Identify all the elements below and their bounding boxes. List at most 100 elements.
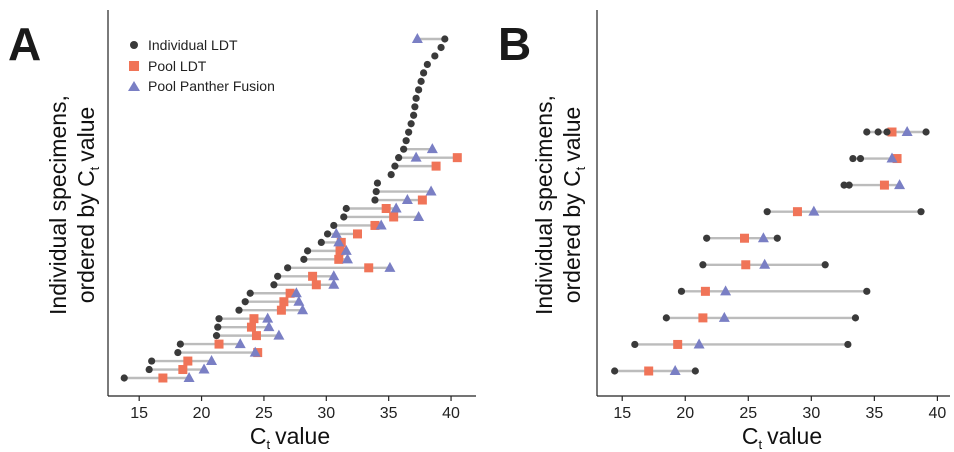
panel-a-pool-ldt-point <box>334 254 344 264</box>
panel-b-individual-point <box>851 314 860 322</box>
panel-a-individual-point <box>412 94 420 102</box>
panel-b-pool-pf-point <box>759 258 771 269</box>
panel-a-individual-point <box>120 374 128 382</box>
panel-a-individual-point <box>270 281 278 289</box>
panel-b-letter: B <box>498 18 531 70</box>
panel-b-pool-pf-point <box>894 179 906 190</box>
panel-a-pool-pf-point <box>411 33 423 43</box>
panel-b-pool-ldt-point <box>887 127 897 137</box>
panel-b-ylabel-main: ordered by C <box>559 170 585 303</box>
panel-a-x-tick-label: 20 <box>193 405 211 422</box>
panel-a-pool-ldt-point <box>276 305 286 315</box>
panel-b-pool-pf-point <box>808 205 820 216</box>
panel-a-pool-ldt-point <box>183 356 193 366</box>
panel-a-pool-ldt-point <box>158 373 168 383</box>
panel-b-individual-point <box>845 181 853 189</box>
panel-b-individual-point <box>863 287 871 295</box>
panel-a-pool-pf-point <box>410 151 422 162</box>
panel-b-x-tick-label: 20 <box>676 405 694 422</box>
panel-b-individual-point <box>611 367 619 375</box>
panel-a-individual-point <box>431 52 439 60</box>
panel-b-pool-pf-point <box>718 311 730 322</box>
panel-a-individual-point <box>330 221 338 230</box>
panel-a-pool-ldt-point <box>308 271 318 281</box>
panel-b-individual-point <box>662 314 670 322</box>
panel-a-xlabel: Ct value <box>250 423 330 452</box>
panel-a-pool-pf-point <box>262 312 274 323</box>
panel-b-individual-point <box>844 340 852 349</box>
panel-b-x-tick-label: 15 <box>613 405 631 422</box>
panel-a-pool-ldt-point <box>364 263 374 273</box>
panel-a-pool-pf-point <box>333 236 345 247</box>
panel-b: B Individual specimens, ordered by Ctval… <box>498 10 950 452</box>
panel-a-pool-ldt-point <box>249 314 259 324</box>
panel-b-pool-pf-point <box>720 285 732 296</box>
panel-a-pool-ldt-point <box>389 212 399 222</box>
panel-b-plot <box>611 126 930 376</box>
panel-a-individual-point <box>176 340 184 348</box>
panel-a-individual-point <box>317 238 325 246</box>
panel-a-individual-point <box>323 230 332 238</box>
panel-a-x-tick-label: 30 <box>317 405 335 422</box>
panel-b-x-tick-label: 30 <box>802 405 820 422</box>
panel-a-pool-pf-point <box>290 287 302 298</box>
panel-a-individual-point <box>411 103 419 111</box>
panel-a-pool-pf-point <box>375 219 387 230</box>
legend-pool-ldt-label: Pool LDT <box>148 58 207 74</box>
panel-a-pool-ldt-point <box>251 331 261 341</box>
panel-b-individual-point <box>849 154 857 163</box>
panel-a-x-tick-label: 40 <box>442 405 460 422</box>
panel-b-xlabel-main: C <box>742 423 759 449</box>
panel-a-pool-pf-point <box>384 261 396 272</box>
panel-a-x-tick-label: 15 <box>130 405 148 422</box>
legend-pool-ldt-marker <box>129 61 139 71</box>
panel-b-pool-ldt-point <box>892 154 902 164</box>
panel-a-individual-point <box>395 154 403 162</box>
panel-a-pool-pf-point <box>328 270 340 281</box>
panel-b-pool-ldt-point <box>792 207 802 217</box>
panel-a-individual-point <box>174 348 182 357</box>
panel-b-ylabel-line1: Individual specimens, <box>531 95 557 315</box>
panel-b-pool-ldt-point <box>673 339 683 349</box>
legend-individual-marker <box>130 41 138 49</box>
panel-b-ylabel-suffix: value <box>559 107 585 162</box>
panel-a-pool-pf-point <box>342 253 354 264</box>
legend-pool-pf-marker <box>128 81 140 91</box>
panel-a-individual-point <box>284 264 292 272</box>
panel-a-individual-point <box>340 213 348 221</box>
panel-b-individual-point <box>691 367 699 375</box>
panel-a-pool-pf-point <box>330 227 342 238</box>
panel-a-individual-point <box>407 120 415 128</box>
panel-a-individual-point <box>373 179 382 187</box>
panel-b-pool-pf-point <box>901 126 913 136</box>
panel-b-pool-ldt-point <box>879 180 889 190</box>
panel-a-pool-ldt-point <box>214 339 224 349</box>
panel-b-individual-point <box>821 261 829 269</box>
panel-b-individual-point <box>703 234 711 242</box>
panel-a-xlabel-sub: t <box>267 437 271 452</box>
panel-b-individual-point <box>699 261 707 269</box>
panel-a-individual-point <box>241 298 249 306</box>
panel-a-pool-ldt-point <box>417 195 427 205</box>
panel-a-individual-point <box>214 323 222 331</box>
panel-b-pool-ldt-point <box>698 313 708 323</box>
panel-a-ylabel-sub: t <box>87 166 102 170</box>
panel-a-pool-pf-point <box>249 346 261 357</box>
panel-a-individual-point <box>145 365 153 374</box>
panel-b-xlabel-sub: t <box>759 437 763 452</box>
panel-b-pool-ldt-point <box>700 286 710 296</box>
panel-a-individual-point <box>402 137 410 145</box>
panel-b-individual-point <box>922 128 930 136</box>
panel-a-pool-ldt-point <box>335 246 345 256</box>
panel-a-xlabel-suffix: value <box>275 423 330 449</box>
panel-a-pool-pf-point <box>293 295 305 306</box>
panel-a-plot <box>120 33 462 383</box>
panel-b-ylabel-line2: ordered by Ct value <box>559 107 588 304</box>
panel-b-individual-point <box>883 128 891 136</box>
panel-a-pool-pf-point <box>328 278 340 289</box>
panel-b-xlabel: Ct value <box>742 423 822 452</box>
panel-b-pool-ldt-point <box>740 233 750 243</box>
panel-b-pool-ldt-point <box>741 260 751 270</box>
panel-a-pool-ldt-point <box>246 322 256 332</box>
panel-a-individual-point <box>235 306 243 314</box>
